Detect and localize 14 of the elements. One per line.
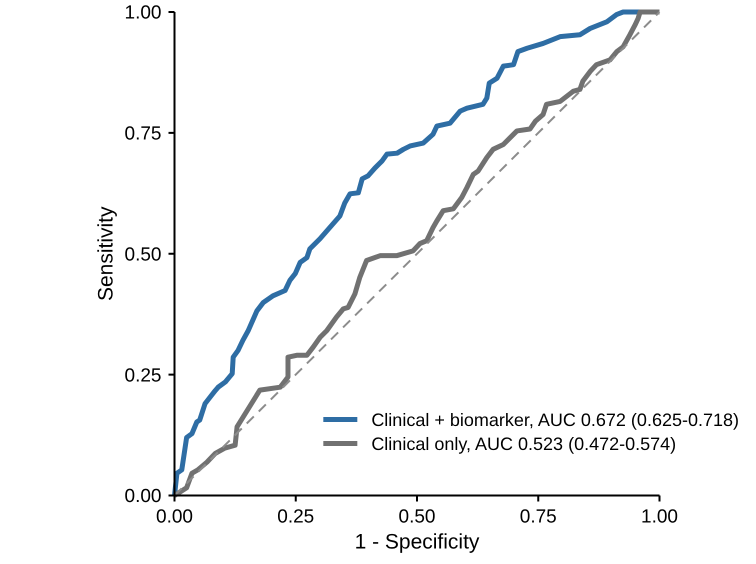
y-tick-label: 0.50 bbox=[124, 244, 162, 266]
y-tick-label: 1.00 bbox=[124, 2, 162, 24]
x-tick-label: 0.75 bbox=[520, 506, 557, 528]
x-tick-label: 1.00 bbox=[641, 506, 678, 528]
x-tick-label: 0.50 bbox=[398, 506, 436, 528]
y-axis-title: Sensitivity bbox=[94, 206, 118, 302]
x-tick-label: 0.25 bbox=[277, 506, 314, 528]
legend-label: Clinical only, AUC 0.523 (0.472-0.574) bbox=[371, 434, 676, 454]
y-tick-label: 0.75 bbox=[124, 124, 162, 145]
y-tick-label: 0.25 bbox=[124, 365, 162, 386]
y-tick-label: 0.00 bbox=[124, 486, 162, 508]
x-axis-title: 1 - Specificity bbox=[354, 530, 480, 554]
x-tick-label: 0.00 bbox=[156, 506, 193, 528]
legend-label: Clinical + biomarker, AUC 0.672 (0.625-0.718) bbox=[371, 410, 740, 430]
